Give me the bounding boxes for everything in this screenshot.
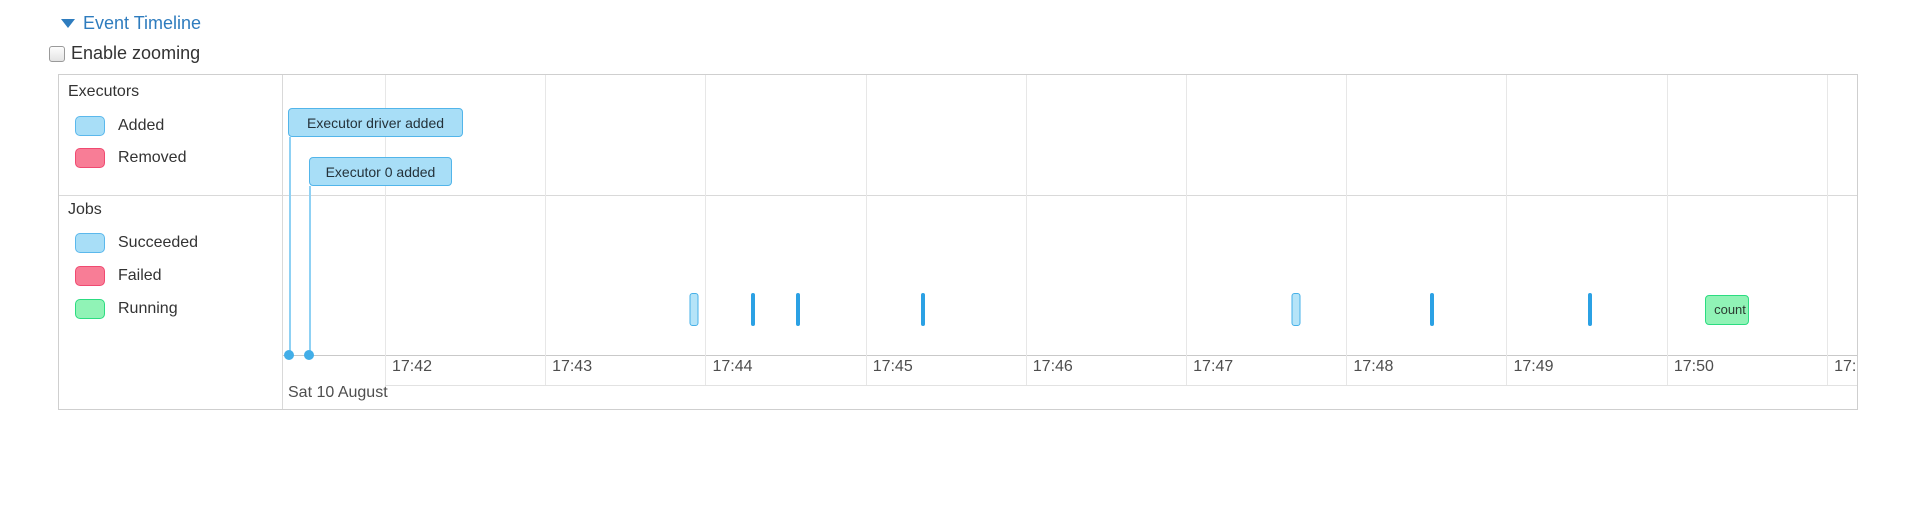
axis-tick-label: 17:45 — [872, 358, 913, 375]
legend-heading: Jobs — [68, 201, 102, 218]
event-connector-line — [308, 186, 311, 355]
event-timeline-panel: Executors Added Removed Jobs Succeeded Failed… — [58, 74, 1858, 410]
grid-line — [1186, 75, 1188, 385]
job-event-marker[interactable] — [795, 293, 800, 326]
grid-line — [1827, 75, 1829, 385]
axis-tick-label: 17:46 — [1032, 358, 1073, 375]
axis-tick-label: 17:47 — [1193, 358, 1234, 375]
grid-line — [1666, 75, 1668, 385]
legend-item-label: Succeeded — [118, 234, 199, 251]
axis-sub-line — [384, 385, 1857, 386]
legend-item-label: Failed — [118, 267, 162, 284]
legend-item-label: Added — [118, 117, 165, 134]
event-time-dot — [283, 350, 294, 360]
axis-tick-label: 17:49 — [1513, 358, 1554, 375]
added-swatch-icon — [75, 233, 105, 253]
collapse-caret-icon — [61, 19, 75, 28]
grid-line — [384, 75, 386, 385]
grid-line — [1506, 75, 1508, 385]
axis-tick-label: 17:42 — [391, 358, 433, 375]
job-event-marker[interactable] — [689, 293, 699, 326]
legend-item-label: Running — [118, 300, 178, 317]
legend-item-label: Removed — [118, 149, 187, 166]
lane-divider — [59, 195, 1857, 196]
removed-swatch-icon — [75, 266, 105, 286]
job-event-marker[interactable] — [1588, 293, 1593, 326]
added-swatch-icon — [75, 116, 105, 136]
grid-line — [1025, 75, 1027, 385]
job-event-marker[interactable] — [1291, 293, 1301, 326]
job-event-marker[interactable] — [751, 293, 756, 326]
chart-layer: Sat 10 August 17:42 17:43 17:44 17:45 17:46 1… — [283, 75, 1857, 409]
executor-event-item[interactable]: Executor 0 added — [308, 157, 452, 186]
job-event-marker[interactable] — [1430, 293, 1435, 326]
axis-tick-label: 17:48 — [1353, 358, 1394, 375]
executor-event-item[interactable]: Executor driver added — [288, 108, 464, 137]
job-event-marker[interactable] — [920, 293, 925, 326]
enable-zooming-label: Enable zooming — [71, 43, 201, 63]
enable-zooming-checkbox[interactable] — [49, 45, 65, 62]
legend-item-succeeded: Succeeded — [75, 233, 198, 253]
axis-tick-label: 17:50 — [1673, 358, 1714, 375]
enable-zooming-row: Enable zooming — [49, 43, 200, 64]
grid-line — [1346, 75, 1348, 385]
event-timeline-toggle[interactable]: Event Timeline — [61, 13, 201, 34]
event-connector-line — [288, 137, 291, 355]
legend-item-running: Running — [75, 299, 178, 319]
legend-item-removed: Removed — [75, 148, 186, 168]
event-timeline-title: Event Timeline — [83, 13, 202, 33]
legend-item-failed: Failed — [75, 266, 162, 286]
legend-item-added: Added — [75, 116, 164, 136]
axis-line — [283, 355, 1857, 356]
grid-line — [865, 75, 867, 385]
legend-column-divider — [282, 75, 283, 409]
axis-tick-label: 17:51 — [1834, 358, 1857, 375]
axis-tick-label: 17:43 — [552, 358, 593, 375]
grid-line — [705, 75, 707, 385]
removed-swatch-icon — [75, 148, 105, 168]
legend-heading: Executors — [68, 83, 140, 100]
axis-tick-label: 17:44 — [712, 358, 753, 375]
grid-line — [545, 75, 547, 385]
event-time-dot — [303, 350, 314, 360]
running-swatch-icon — [75, 299, 105, 319]
axis-date-label: Sat 10 August — [288, 384, 388, 401]
job-running-item[interactable]: count — [1705, 295, 1750, 325]
